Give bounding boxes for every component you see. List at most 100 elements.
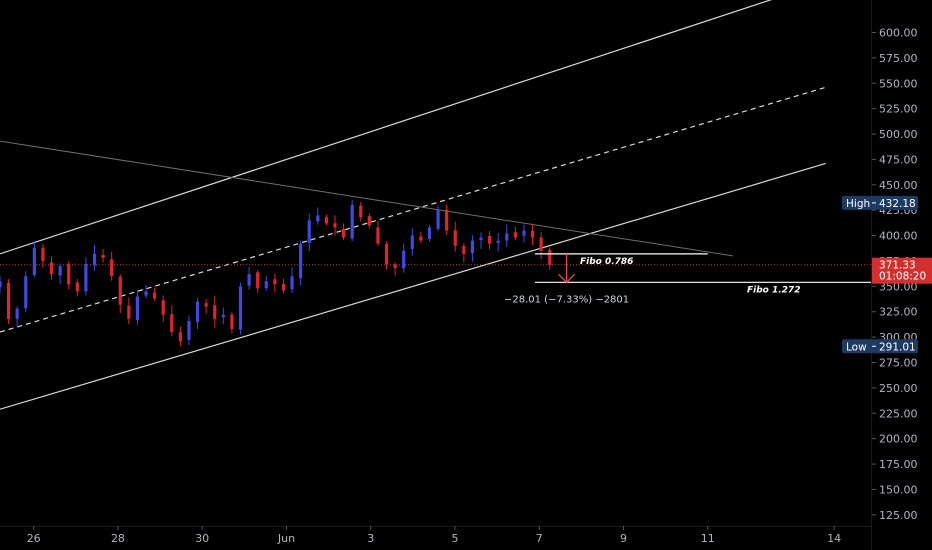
candle-body-59 bbox=[505, 233, 509, 241]
candle-body-43 bbox=[367, 216, 371, 226]
drawing-layer bbox=[0, 0, 872, 410]
candle-body-49 bbox=[419, 236, 423, 241]
candle-body-32 bbox=[273, 279, 277, 285]
y-tick-label-2: 175.00 bbox=[879, 458, 918, 471]
candle-body-44 bbox=[376, 227, 380, 244]
candle-body-42 bbox=[359, 205, 363, 218]
candle-body-33 bbox=[281, 283, 286, 291]
candle-body-64 bbox=[548, 249, 552, 266]
candle-body-34 bbox=[290, 276, 294, 290]
candle-body-54 bbox=[462, 246, 466, 254]
candle-body-55 bbox=[470, 240, 475, 254]
x-tick-label-0: 26 bbox=[27, 532, 41, 545]
candle-body-12 bbox=[101, 254, 105, 258]
candle-body-16 bbox=[135, 296, 140, 320]
candle-body-62 bbox=[530, 230, 535, 238]
candle-body-52 bbox=[445, 209, 449, 231]
y-tick-label-19: 600.00 bbox=[879, 26, 918, 39]
high-marker-value: 432.18 bbox=[879, 198, 916, 210]
y-tick-label-8: 325.00 bbox=[879, 306, 918, 319]
y-tick-label-13: 450.00 bbox=[879, 179, 918, 192]
candle-body-46 bbox=[393, 264, 397, 269]
price-tags: High 432.18 Low 291.01 371.33 01:08:20 bbox=[842, 195, 932, 354]
high-marker-label: High bbox=[846, 198, 870, 210]
candle-body-26 bbox=[221, 314, 225, 318]
candle-body-45 bbox=[384, 244, 389, 265]
candle-body-4 bbox=[32, 247, 36, 276]
candle-body-47 bbox=[402, 250, 406, 269]
channel-line-2 bbox=[0, 162, 826, 410]
candle-body-40 bbox=[341, 228, 346, 238]
candle-body-37 bbox=[316, 215, 320, 222]
candle-body-56 bbox=[479, 237, 483, 240]
y-tick-label-0: 125.00 bbox=[879, 509, 918, 522]
price-axis[interactable]: 125.00 150.00 175.00 200.00 225.00 250.00 275.… bbox=[872, 26, 918, 522]
candle-body-5 bbox=[41, 247, 45, 261]
trend-line bbox=[0, 140, 734, 257]
candle-body-1 bbox=[6, 282, 11, 319]
candle-body-3 bbox=[24, 276, 28, 309]
candle-body-28 bbox=[238, 286, 243, 330]
candle-body-36 bbox=[307, 220, 311, 243]
x-tick-label-7: 9 bbox=[620, 532, 627, 545]
y-tick-label-4: 225.00 bbox=[879, 407, 918, 420]
candle-body-20 bbox=[170, 314, 174, 333]
x-tick-label-1: 28 bbox=[111, 532, 125, 545]
candle-body-14 bbox=[118, 276, 122, 305]
y-tick-label-17: 550.00 bbox=[879, 77, 918, 90]
candle-body-50 bbox=[427, 227, 432, 240]
time-axis[interactable]: 26 28 30 Jun 3 5 7 9 11 14 bbox=[27, 526, 841, 545]
x-tick-label-8: 11 bbox=[701, 532, 715, 545]
x-tick-label-4: 3 bbox=[367, 532, 374, 545]
price-change-label: −28.01 (−7.33%) −2801 bbox=[504, 294, 629, 305]
candle-body-19 bbox=[161, 300, 165, 315]
candle-body-2 bbox=[15, 308, 19, 319]
candle-body-18 bbox=[153, 292, 157, 299]
candle-body-53 bbox=[453, 230, 457, 246]
current-price-box bbox=[872, 257, 932, 284]
candle-body-11 bbox=[92, 253, 97, 266]
candle-body-17 bbox=[144, 291, 148, 296]
x-tick-label-5: 5 bbox=[451, 532, 458, 545]
candle-body-13 bbox=[110, 259, 114, 277]
candle-body-63 bbox=[539, 237, 543, 251]
y-tick-label-18: 575.00 bbox=[879, 52, 918, 65]
current-price-value: 371.33 bbox=[879, 260, 916, 272]
price-change-arrow-head bbox=[558, 273, 576, 284]
candle-body-7 bbox=[58, 266, 62, 276]
y-tick-label-3: 200.00 bbox=[879, 433, 918, 446]
low-marker-box bbox=[842, 339, 918, 354]
candle-body-35 bbox=[299, 243, 303, 279]
y-tick-label-14: 475.00 bbox=[879, 153, 918, 166]
x-tick-label-2: 30 bbox=[195, 532, 209, 545]
fibo-0786-label: Fibo 0.786 bbox=[580, 257, 633, 267]
candle-body-30 bbox=[256, 272, 260, 289]
bar-countdown: 01:08:20 bbox=[879, 271, 926, 283]
candles-layer bbox=[0, 199, 552, 347]
candle-body-51 bbox=[436, 210, 440, 229]
candle-body-48 bbox=[410, 235, 414, 250]
candle-body-23 bbox=[195, 301, 200, 322]
candle-body-22 bbox=[187, 320, 191, 340]
candle-body-58 bbox=[496, 240, 500, 243]
low-marker-value: 291.01 bbox=[879, 341, 916, 353]
candle-body-15 bbox=[127, 305, 131, 319]
y-tick-label-15: 500.00 bbox=[879, 128, 918, 141]
candle-body-27 bbox=[230, 314, 234, 330]
fibo-1272-label: Fibo 1.272 bbox=[747, 285, 800, 295]
x-tick-label-3: Jun bbox=[277, 532, 295, 545]
candle-body-29 bbox=[247, 274, 251, 286]
candle-body-57 bbox=[488, 236, 492, 244]
low-marker-label: Low bbox=[846, 341, 867, 353]
candle-body-8 bbox=[67, 264, 71, 285]
candle-body-24 bbox=[204, 303, 208, 307]
candle-body-0 bbox=[0, 281, 2, 288]
candle-body-25 bbox=[213, 305, 217, 319]
candle-body-41 bbox=[350, 205, 354, 239]
y-tick-label-6: 275.00 bbox=[879, 357, 918, 370]
y-tick-label-11: 400.00 bbox=[879, 230, 918, 243]
annotation-layer: Fibo 0.786 Fibo 1.272 −28.01 (−7.33%) −2… bbox=[504, 253, 872, 305]
candle-body-39 bbox=[333, 223, 337, 228]
